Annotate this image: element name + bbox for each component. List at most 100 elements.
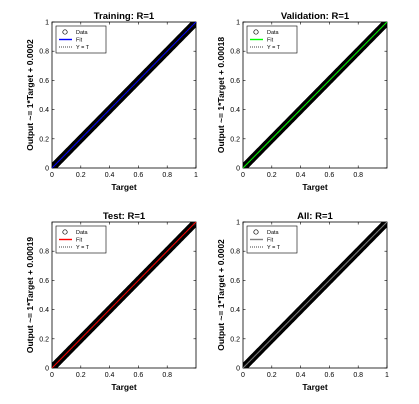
- data-point: [190, 22, 196, 28]
- data-point: [190, 222, 196, 228]
- data-point: [380, 222, 387, 229]
- x-tick-label: 0.2: [76, 372, 86, 379]
- x-tick-label: 0.2: [267, 172, 277, 179]
- y-tick-label: 0: [236, 366, 240, 373]
- fit-line: [243, 22, 387, 168]
- x-tick-label: 0.8: [162, 172, 172, 179]
- y-tick-label: 0.8: [39, 49, 49, 56]
- fit-line: [52, 222, 196, 368]
- legend-entry-label: Fit: [267, 38, 274, 44]
- data-point: [189, 22, 196, 29]
- y-tick-label: 1: [45, 20, 49, 27]
- chart-title: Test: R=1: [103, 211, 146, 222]
- data-point: [381, 22, 387, 28]
- y-tick-label: 0.6: [39, 278, 49, 285]
- subplot-2: Validation: R=1 Target Output ~= 1*Target …: [216, 11, 388, 192]
- y-tick-label: 0.2: [39, 336, 49, 343]
- subplot-3: Test: R=1 Target Output ~= 1*Target + 0.00…: [25, 211, 197, 392]
- y-tick-label: 0: [236, 166, 240, 173]
- x-tick-label: 0.4: [105, 372, 115, 379]
- x-tick-label: 0.8: [353, 172, 363, 179]
- legend-entry-label: Fit: [267, 238, 274, 244]
- y-tick-label: 1: [236, 20, 240, 27]
- data-point: [383, 22, 387, 26]
- x-axis-label: Target: [302, 182, 328, 192]
- data-point: [382, 22, 387, 27]
- x-tick-label: 0.4: [296, 372, 306, 379]
- legend-entry-label: Data: [267, 30, 280, 36]
- y-tick-label: 0.6: [39, 78, 49, 85]
- legend-entry-label: Fit: [76, 238, 83, 244]
- series-group: [52, 22, 196, 168]
- x-axis-label: Target: [302, 382, 328, 392]
- data-point: [189, 222, 196, 229]
- data-point: [188, 222, 196, 230]
- chart-title: Training: R=1: [94, 11, 155, 22]
- y-axis-label: Output ~= 1*Target + 0.0002: [25, 39, 35, 151]
- y-tick-label: 0.6: [230, 78, 240, 85]
- x-tick-label: 0.6: [325, 372, 335, 379]
- data-point: [189, 222, 196, 229]
- y-tick-label: 1: [236, 220, 240, 227]
- x-tick-label: 0.8: [162, 372, 172, 379]
- legend-entry-label: Y = T: [267, 45, 281, 51]
- series-group: [243, 222, 387, 368]
- data-point: [382, 222, 387, 227]
- chart-title: Validation: R=1: [281, 11, 350, 22]
- x-tick-label: 0: [241, 372, 245, 379]
- y-tick-label: 0.8: [39, 249, 49, 256]
- x-tick-label: 1: [385, 372, 389, 379]
- x-tick-label: 1: [194, 172, 198, 179]
- data-point: [381, 222, 387, 228]
- legend-entry-label: Data: [76, 230, 89, 236]
- y-tick-label: 0.2: [230, 136, 240, 143]
- y-axis-label: Output ~= 1*Target + 0.00018: [216, 37, 226, 154]
- fit-line: [243, 222, 387, 368]
- y-tick-label: 0.8: [230, 49, 240, 56]
- legend-entry-label: Data: [267, 230, 280, 236]
- x-tick-label: 0: [50, 372, 54, 379]
- x-tick-label: 0.2: [76, 172, 86, 179]
- x-tick-label: 0.6: [134, 372, 144, 379]
- subplot-4: All: R=1 Target Output ~= 1*Target + 0.000…: [216, 211, 389, 392]
- y-tick-label: 0.4: [230, 107, 240, 114]
- x-tick-label: 0.4: [105, 172, 115, 179]
- legend-entry-label: Y = T: [267, 245, 281, 251]
- x-tick-label: 0.6: [325, 172, 335, 179]
- legend-entry-label: Y = T: [76, 245, 90, 251]
- legend-data-marker: [253, 229, 259, 235]
- x-tick-label: 0.6: [134, 172, 144, 179]
- data-point: [380, 22, 387, 29]
- series-group: [52, 222, 196, 368]
- y-tick-label: 0.4: [39, 307, 49, 314]
- data-point: [191, 22, 196, 27]
- y-tick-label: 0: [45, 166, 49, 173]
- legend-entry-label: Y = T: [76, 45, 90, 51]
- legend-entry-label: Data: [76, 30, 89, 36]
- x-tick-label: 0.2: [267, 372, 277, 379]
- x-tick-label: 0.4: [296, 172, 306, 179]
- x-tick-label: 0.8: [353, 372, 363, 379]
- subplot-1: Training: R=1 Target Output ~= 1*Target + …: [25, 11, 198, 192]
- x-tick-label: 0: [50, 172, 54, 179]
- y-tick-label: 0: [45, 366, 49, 373]
- y-axis-label: Output ~= 1*Target + 0.00019: [25, 237, 35, 354]
- x-axis-label: Target: [111, 182, 137, 192]
- legend-entry-label: Fit: [76, 38, 83, 44]
- y-tick-label: 0.8: [230, 249, 240, 256]
- x-tick-label: 0: [241, 172, 245, 179]
- legend-data-marker: [62, 229, 68, 235]
- y-tick-label: 0.6: [230, 278, 240, 285]
- y-tick-label: 0.2: [39, 136, 49, 143]
- y-tick-label: 0.4: [39, 107, 49, 114]
- data-point: [383, 222, 387, 226]
- legend-data-marker: [62, 29, 68, 35]
- y-tick-label: 0.2: [230, 336, 240, 343]
- y-tick-label: 0.4: [230, 307, 240, 314]
